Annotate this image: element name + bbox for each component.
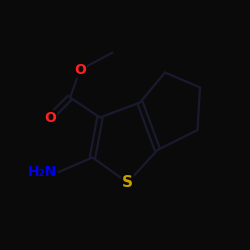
Text: O: O [74, 63, 86, 77]
Text: O: O [44, 110, 56, 124]
Text: S: S [122, 175, 133, 190]
Text: H₂N: H₂N [28, 166, 58, 179]
